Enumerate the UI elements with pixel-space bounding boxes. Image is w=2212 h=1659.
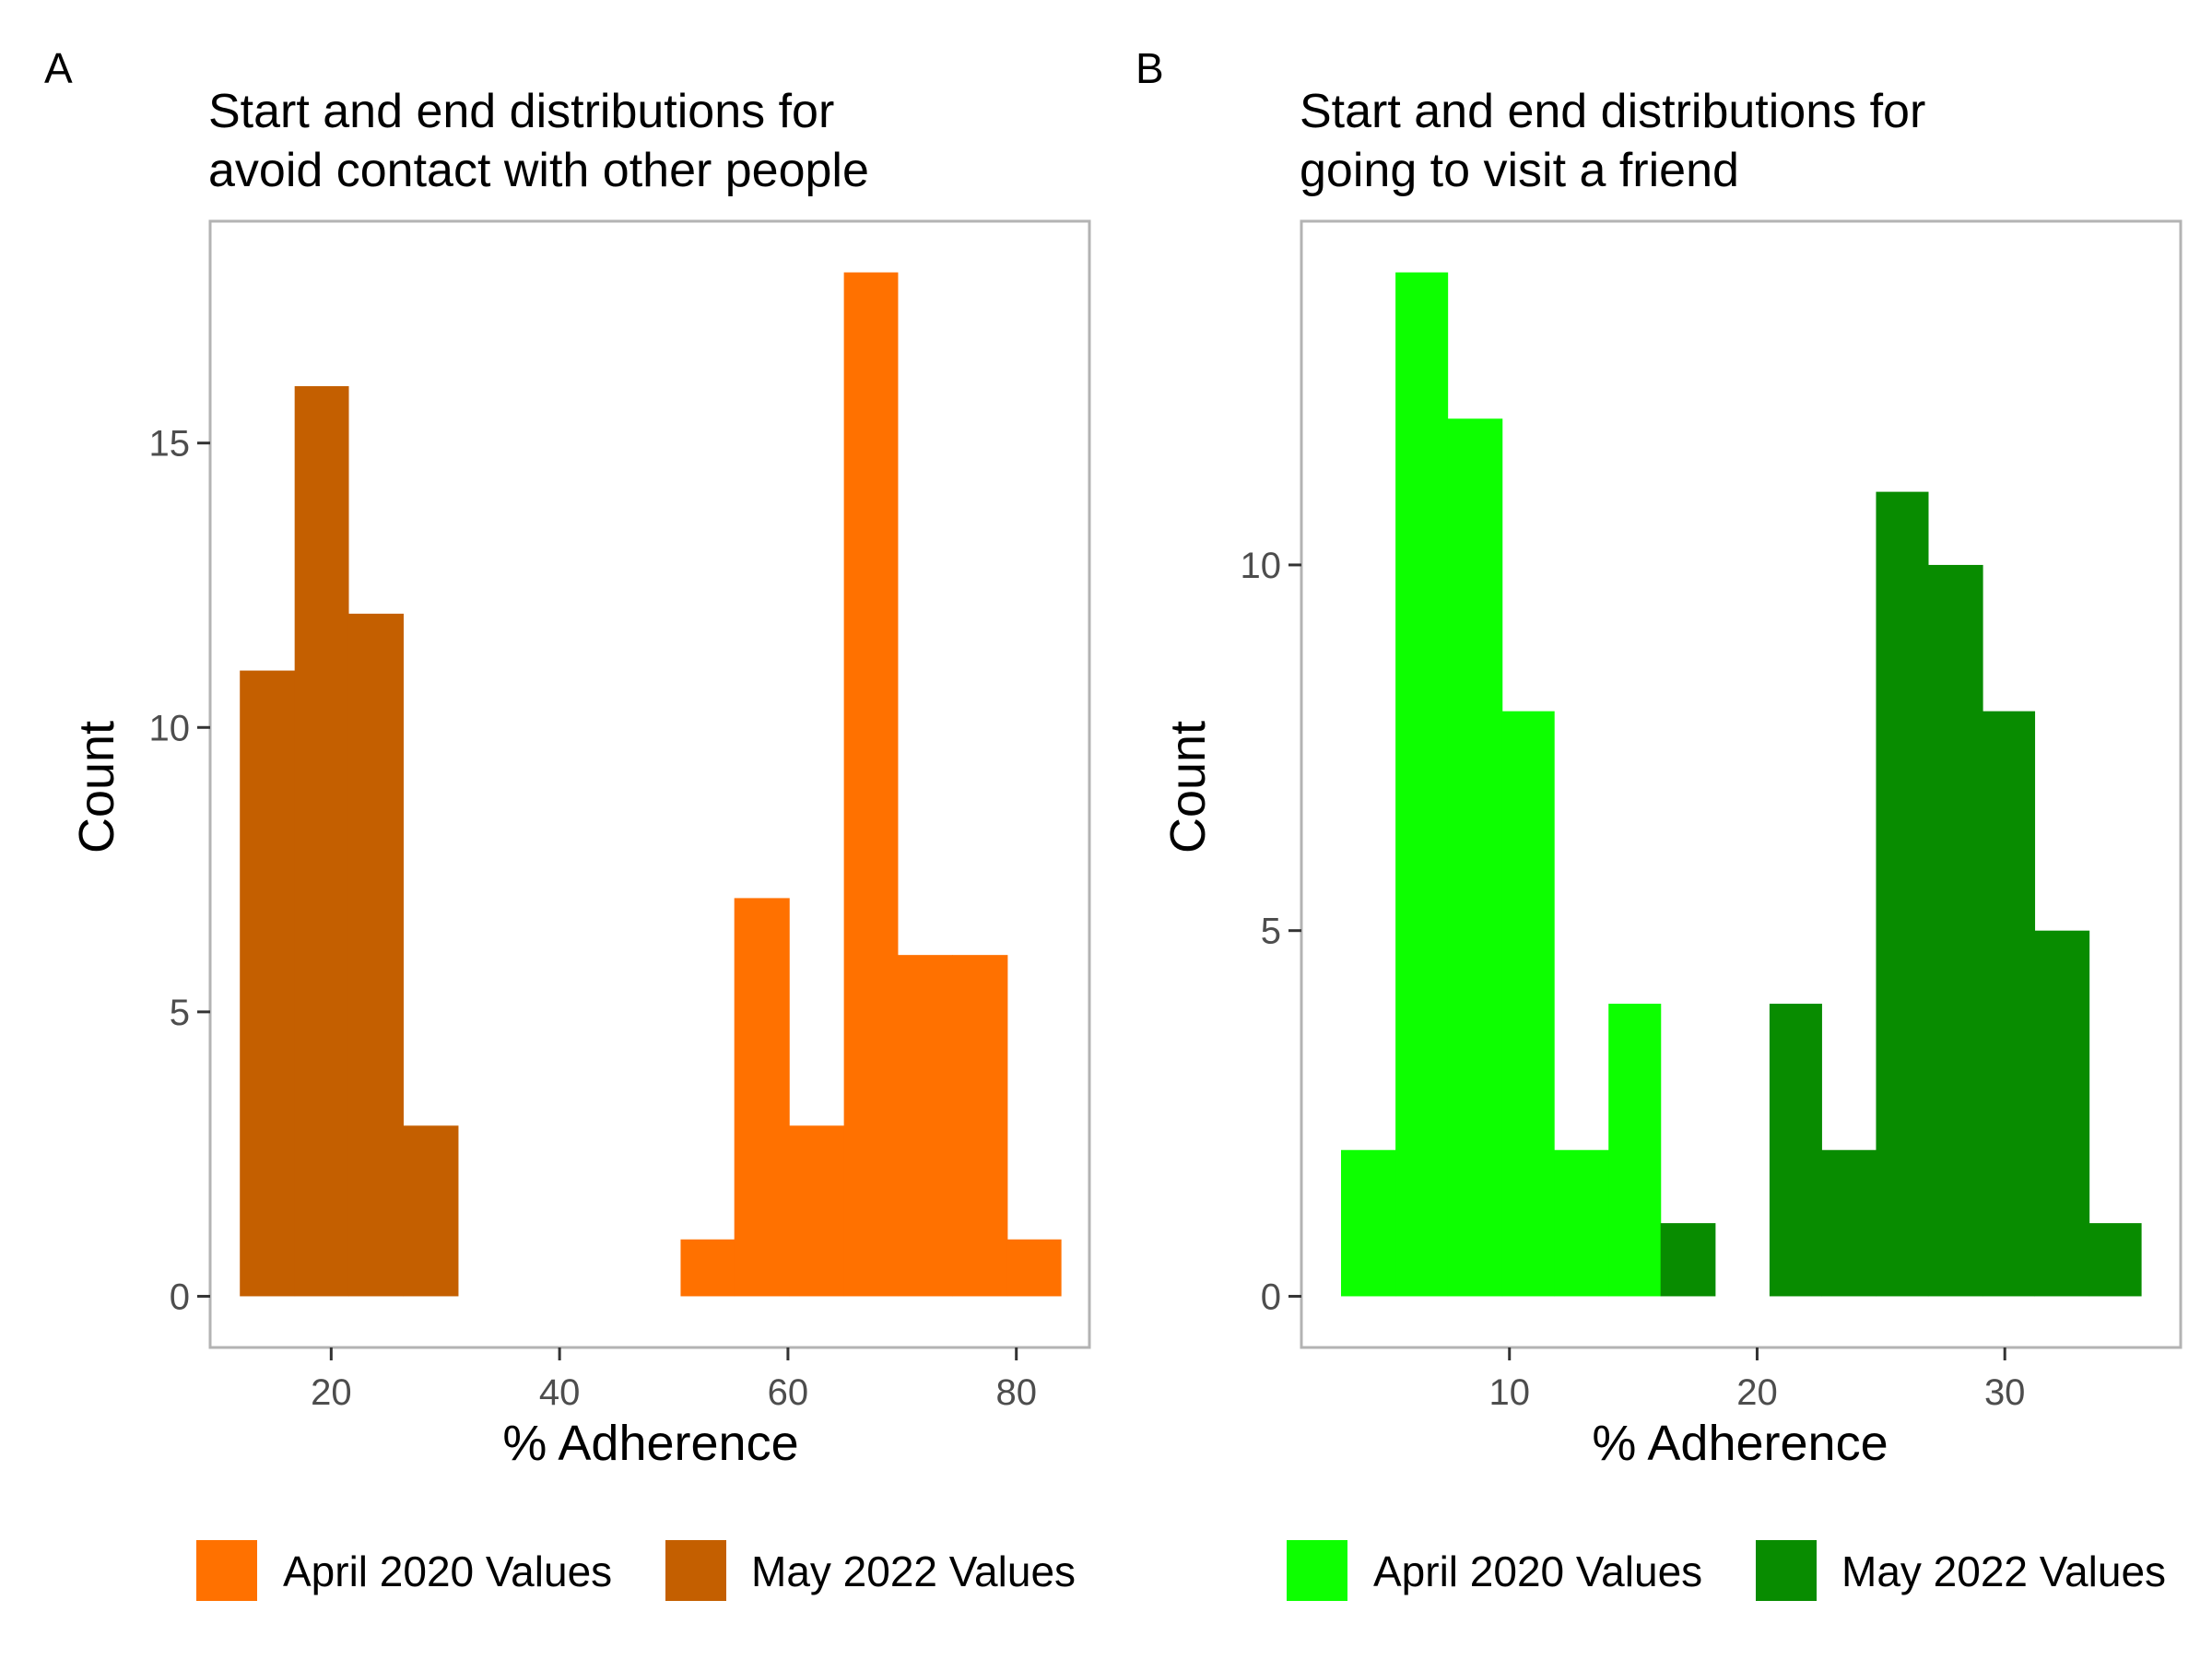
- panel-a-bar-april-2020-values-5: [952, 955, 1008, 1297]
- panel-b-bar-april-2020-values-4: [1554, 1149, 1609, 1297]
- panel-a-y-tick-label: 5: [170, 993, 190, 1033]
- panel-b-legend-swatch-may-2022: [1756, 1540, 1817, 1601]
- panel-b-bar-may-2022-values-2: [1821, 1149, 1877, 1297]
- panel-a-y-tick-label: 15: [149, 424, 191, 465]
- panel-b-title-line-2: going to visit a friend: [1300, 144, 1739, 197]
- panel-a-y-axis-title: Count: [69, 721, 124, 853]
- panel-a-legend: April 2020 Values May 2022 Values: [196, 1540, 1076, 1601]
- panel-a-y-tick-label: 10: [149, 708, 191, 748]
- panel-a-bar-april-2020-values-6: [1006, 1239, 1062, 1297]
- panel-a-x-axis-title: % Adherence: [502, 1416, 798, 1471]
- panel-a-title-line-2: avoid contact with other people: [208, 144, 869, 197]
- panel-a-x-tick-label: 60: [768, 1372, 809, 1413]
- panel-a-plot-border: [208, 219, 1091, 1349]
- panel-a-legend-label-may-2022: May 2022 Values: [751, 1547, 1076, 1595]
- panel-a-bar-april-2020-values-1: [734, 898, 790, 1297]
- panel-b-bar-may-2022-values-0: [1660, 1223, 1716, 1297]
- panel-b-legend-label-april-2020: April 2020 Values: [1373, 1547, 1702, 1595]
- panel-b-bar-may-2022-values-3: [1876, 491, 1929, 1297]
- panel-b-y-axis-title: Count: [1160, 721, 1216, 853]
- panel-b-bar-may-2022-values-7: [2088, 1223, 2142, 1297]
- panel-b-label: B: [1135, 44, 1164, 92]
- panel-a-plot: 0 5 10 15 20 40 60 80: [149, 219, 1091, 1413]
- panel-a-title-line-1: Start and end distributions for: [208, 85, 834, 138]
- panel-b-bar-april-2020-values-5: [1608, 1004, 1662, 1297]
- panel-b-legend: April 2020 Values May 2022 Values: [1287, 1540, 2166, 1601]
- panel-a-x-tick-label: 20: [311, 1372, 352, 1413]
- panel-a-legend-swatch-may-2022: [665, 1540, 726, 1601]
- panel-b-legend-label-may-2022: May 2022 Values: [1841, 1547, 2166, 1595]
- panel-b-plot-border: [1300, 219, 2183, 1349]
- panel-b-legend-swatch-april-2020: [1287, 1540, 1347, 1601]
- panel-b-bar-may-2022-values-4: [1927, 564, 1983, 1297]
- panel-a-bar-april-2020-values-3: [843, 272, 899, 1297]
- panel-a-bar-april-2020-values-2: [789, 1125, 845, 1297]
- panel-a-bar-april-2020-values-0: [680, 1239, 735, 1297]
- panel-b-plot: 0 5 10 10 20 30: [1241, 219, 2183, 1413]
- panel-a-legend-swatch-april-2020: [196, 1540, 257, 1601]
- panel-b-y-tick-label: 5: [1261, 912, 1281, 952]
- panel-b-title-line-1: Start and end distributions for: [1300, 85, 1925, 138]
- panel-b-bar-april-2020-values-2: [1447, 418, 1503, 1297]
- panel-b-x-tick-label: 20: [1736, 1372, 1778, 1413]
- panel-b-y-tick-label: 10: [1241, 546, 1282, 586]
- panel-a-x-tick-label: 80: [995, 1372, 1037, 1413]
- panel-b-bar-april-2020-values-1: [1395, 272, 1449, 1297]
- panel-b: B Start and end distributions for going …: [1135, 44, 2183, 1601]
- panel-b-bar-may-2022-values-5: [1983, 711, 2036, 1297]
- panel-a-legend-label-april-2020: April 2020 Values: [283, 1547, 612, 1595]
- panel-b-x-axis-title: % Adherence: [1592, 1416, 1888, 1471]
- panel-b-bar-april-2020-values-0: [1340, 1149, 1396, 1297]
- panel-a-bar-may-2022-values-1: [294, 385, 349, 1297]
- panel-b-bar-may-2022-values-1: [1769, 1004, 1822, 1297]
- panel-b-x-tick-label: 30: [1984, 1372, 2026, 1413]
- panel-a-bar-may-2022-values-2: [347, 613, 404, 1297]
- panel-a-bar-may-2022-values-3: [403, 1125, 459, 1297]
- panel-b-x-tick-label: 10: [1488, 1372, 1530, 1413]
- panel-a-y-tick-label: 0: [170, 1277, 190, 1317]
- panel-b-y-tick-label: 0: [1261, 1277, 1281, 1317]
- panel-a-bar-april-2020-values-4: [897, 955, 953, 1297]
- panel-a: A Start and end distributions for avoid …: [44, 44, 1091, 1601]
- panel-b-bar-april-2020-values-3: [1501, 711, 1555, 1297]
- panel-a-bar-may-2022-values-0: [240, 670, 296, 1297]
- panel-a-x-tick-label: 40: [539, 1372, 581, 1413]
- panel-a-label: A: [44, 44, 73, 92]
- panel-b-bar-may-2022-values-6: [2034, 930, 2090, 1297]
